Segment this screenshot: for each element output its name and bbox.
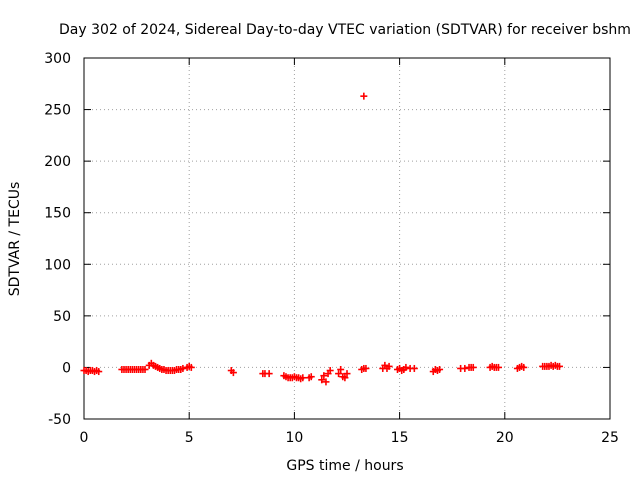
data-point bbox=[187, 363, 195, 371]
y-tick-labels: -50 0 50 100 150 200 250 300 bbox=[44, 51, 71, 428]
data-point bbox=[341, 374, 349, 382]
y-tick-label: 200 bbox=[44, 154, 71, 170]
data-point bbox=[335, 370, 343, 378]
y-tick-label: 300 bbox=[44, 51, 71, 67]
data-point bbox=[322, 378, 330, 386]
data-point bbox=[318, 376, 326, 384]
data-point bbox=[410, 364, 418, 372]
data-point bbox=[179, 364, 187, 372]
data-point bbox=[265, 370, 273, 378]
plot-frame bbox=[83, 57, 611, 420]
y-tick-label: 250 bbox=[44, 103, 71, 119]
data-point bbox=[494, 363, 502, 371]
data-point bbox=[461, 364, 469, 372]
data-point bbox=[343, 370, 351, 378]
x-tick-labels: 0 5 10 15 20 25 bbox=[80, 430, 619, 446]
y-tick-label: 50 bbox=[53, 309, 71, 325]
y-axis-label: SDTVAR / TECUs bbox=[7, 182, 23, 297]
data-point bbox=[402, 363, 410, 371]
x-axis-label: GPS time / hours bbox=[286, 458, 403, 474]
data-point bbox=[337, 365, 345, 373]
data-point bbox=[95, 368, 103, 376]
x-tick-label: 20 bbox=[496, 430, 514, 446]
data-point bbox=[469, 363, 477, 371]
data-point bbox=[326, 367, 334, 375]
data-point bbox=[436, 365, 444, 373]
data-point bbox=[520, 363, 528, 371]
x-tick-label: 25 bbox=[601, 430, 619, 446]
y-tick-label: 100 bbox=[44, 257, 71, 273]
data-points bbox=[80, 92, 564, 386]
grid-lines bbox=[84, 58, 610, 419]
data-point bbox=[229, 369, 237, 377]
y-tick-label: 150 bbox=[44, 206, 71, 222]
x-tick-label: 15 bbox=[391, 430, 409, 446]
data-point bbox=[320, 372, 328, 380]
chart-title: Day 302 of 2024, Sidereal Day-to-day VTE… bbox=[59, 22, 631, 38]
data-point bbox=[385, 362, 393, 370]
x-tick-label: 5 bbox=[185, 430, 194, 446]
data-point bbox=[362, 364, 370, 372]
x-tick-label: 10 bbox=[285, 430, 303, 446]
y-tick-label: 0 bbox=[62, 360, 71, 376]
y-tick-label: -50 bbox=[48, 412, 71, 428]
data-point bbox=[556, 362, 564, 370]
data-point bbox=[299, 374, 307, 382]
data-point bbox=[307, 373, 315, 381]
axis-ticks bbox=[83, 57, 611, 420]
data-point bbox=[141, 365, 149, 373]
x-tick-label: 0 bbox=[80, 430, 89, 446]
data-point bbox=[360, 92, 368, 100]
